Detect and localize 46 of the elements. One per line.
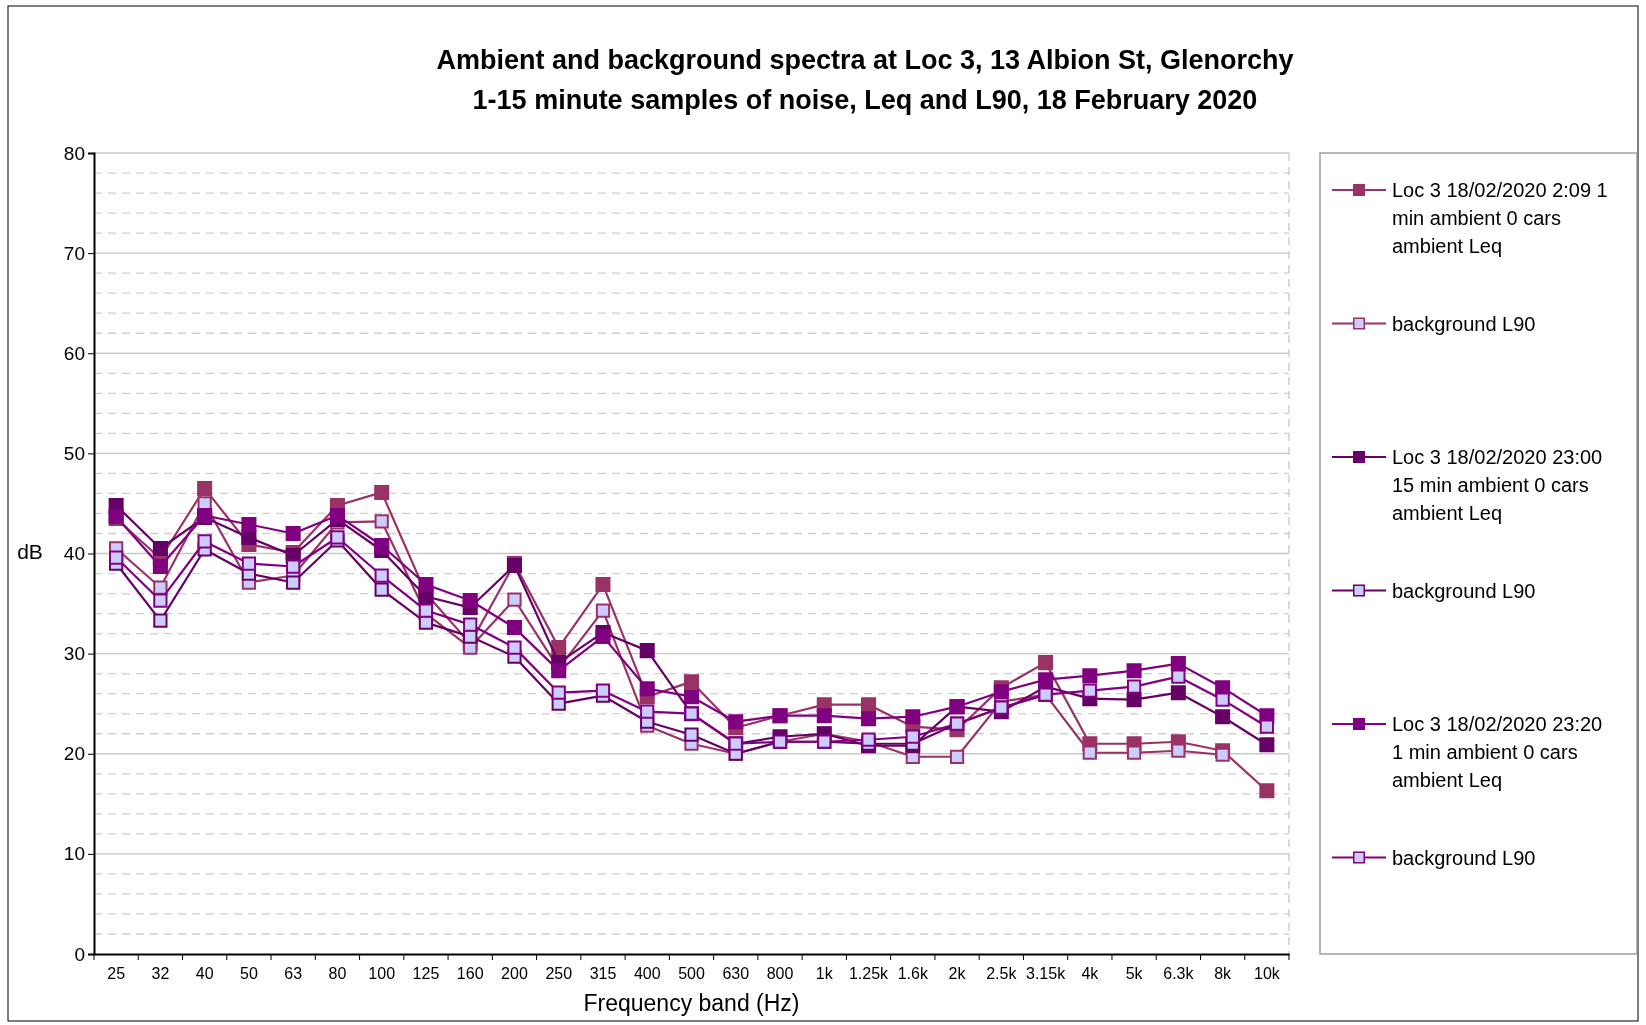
x-tick-label: 50 bbox=[240, 965, 258, 983]
y-tick-label: 20 bbox=[63, 743, 85, 765]
y-tick-label: 80 bbox=[63, 142, 85, 164]
x-tick-label: 250 bbox=[545, 965, 573, 983]
legend-label: Loc 3 18/02/2020 23:20 1 min ambient 0 cars ambient Leq bbox=[1392, 713, 1603, 791]
x-tick-label: 40 bbox=[195, 965, 214, 983]
legend-label: background L90 bbox=[1392, 846, 1536, 869]
legend-label: Loc 3 18/02/2020 2:09 1 min ambient 0 cars ambient Leq bbox=[1392, 179, 1608, 257]
x-tick-label: 10k bbox=[1253, 965, 1281, 983]
x-tick-label: 500 bbox=[678, 965, 705, 983]
x-tick-label: 125 bbox=[412, 965, 440, 983]
chart-subtitle: 1-15 minute samples of noise, Leq and L90, 18 February 2020 bbox=[472, 85, 1258, 115]
x-tick-label: 5k bbox=[1125, 965, 1144, 983]
y-tick-label: 70 bbox=[63, 242, 85, 264]
x-tick-label: 1k bbox=[815, 965, 834, 983]
x-tick-label: 400 bbox=[633, 965, 661, 983]
x-tick-label: 1.6k bbox=[897, 965, 929, 983]
x-tick-label: 80 bbox=[328, 965, 347, 983]
y-tick-label: 10 bbox=[63, 843, 85, 865]
x-tick-label: 100 bbox=[368, 965, 396, 983]
y-tick-label: 50 bbox=[63, 442, 85, 464]
x-axis-title: Frequency band (Hz) bbox=[583, 990, 800, 1016]
x-tick-label: 6.3k bbox=[1163, 965, 1195, 983]
legend-label: background L90 bbox=[1392, 579, 1536, 602]
x-tick-label: 1.25k bbox=[848, 965, 890, 983]
x-tick-label: 200 bbox=[501, 965, 528, 983]
x-tick-label: 3.15k bbox=[1026, 965, 1067, 983]
x-tick-label: 630 bbox=[722, 965, 750, 983]
y-tick-label: 30 bbox=[63, 643, 85, 665]
x-tick-label: 160 bbox=[456, 965, 484, 983]
legend-label: background L90 bbox=[1392, 312, 1536, 335]
y-axis-title: dB bbox=[17, 540, 43, 563]
x-tick-label: 2k bbox=[948, 965, 967, 983]
x-tick-label: 8k bbox=[1214, 965, 1233, 983]
y-tick-label: 40 bbox=[63, 543, 85, 565]
x-tick-label: 800 bbox=[766, 965, 794, 983]
legend-label: Loc 3 18/02/2020 23:00 15 min ambient 0 cars ambient Leq bbox=[1392, 446, 1603, 524]
x-tick-label: 25 bbox=[107, 965, 126, 983]
chart-title: Ambient and background spectra at Loc 3, 13 Albion St, Glenorchy bbox=[436, 45, 1294, 75]
x-tick-label: 32 bbox=[151, 965, 170, 983]
y-tick-label: 0 bbox=[74, 943, 85, 965]
x-tick-label: 4k bbox=[1081, 965, 1100, 983]
y-tick-label: 60 bbox=[63, 342, 85, 364]
x-tick-label: 315 bbox=[589, 965, 617, 983]
x-tick-label: 63 bbox=[284, 965, 303, 983]
x-tick-label: 2.5k bbox=[986, 965, 1018, 983]
